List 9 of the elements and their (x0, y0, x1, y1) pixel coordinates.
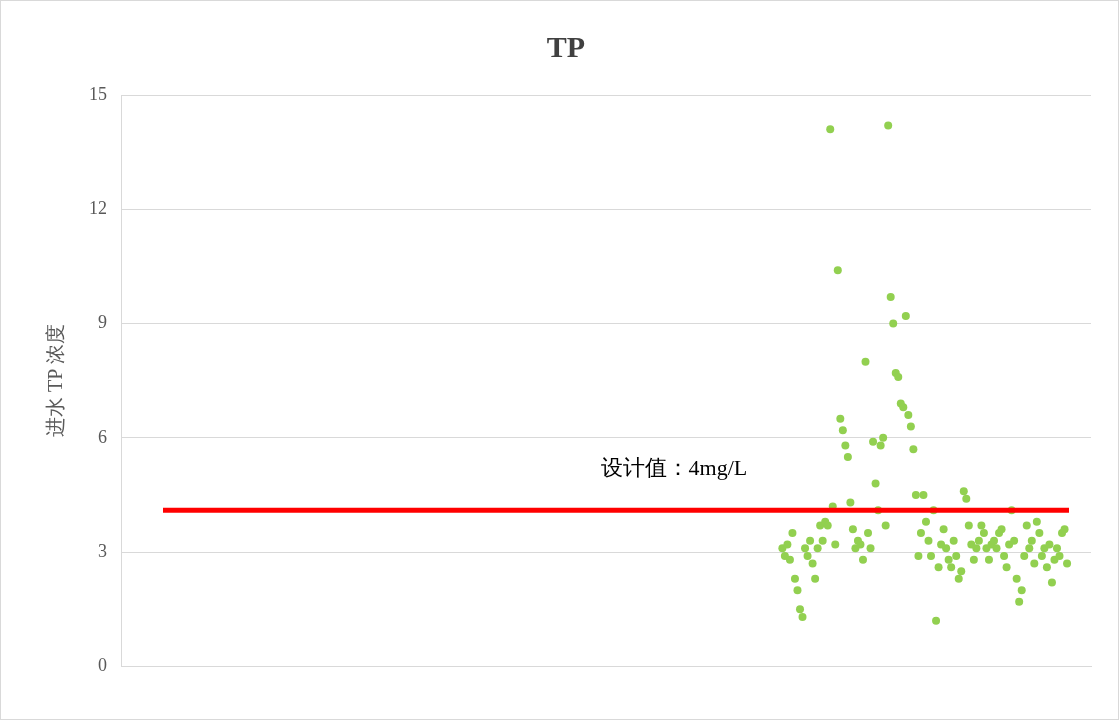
y-tick-label: 6 (98, 426, 107, 447)
y-axis-title: 进水 TP 浓度 (44, 324, 67, 437)
y-tick-label: 15 (89, 83, 107, 104)
y-tick-label: 3 (98, 540, 107, 561)
y-tick-label: 12 (89, 198, 107, 219)
y-tick-label: 9 (98, 312, 107, 333)
ref-line-label: 设计值：4mg/L (600, 455, 748, 480)
chart-title: TP (546, 29, 586, 63)
y-tick-label: 0 (98, 655, 107, 676)
